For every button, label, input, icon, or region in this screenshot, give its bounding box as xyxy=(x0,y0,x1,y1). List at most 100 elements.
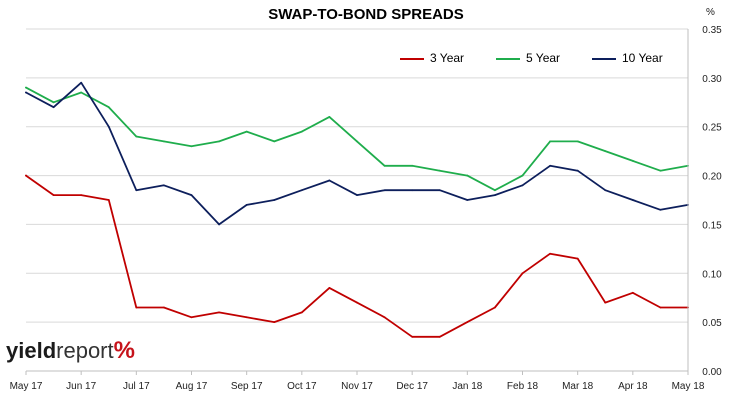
y-tick-label-0.25: 0.25 xyxy=(702,123,722,134)
gridlines xyxy=(26,28,688,323)
data-point-10-year xyxy=(273,199,276,201)
y-tick-label-0.10: 0.10 xyxy=(702,269,722,280)
x-tick-label-jun-17: Jun 17 xyxy=(66,381,96,392)
data-point-5-year xyxy=(25,86,27,89)
data-point-5-year xyxy=(659,169,662,172)
legend-swatch-5-year xyxy=(496,57,520,60)
data-point-10-year xyxy=(328,179,331,182)
data-point-3-year xyxy=(245,316,248,319)
data-point-5-year xyxy=(576,140,579,143)
data-point-10-year xyxy=(604,189,607,192)
data-point-3-year xyxy=(107,199,110,201)
x-tick-label-feb-18: Feb 18 xyxy=(507,381,539,392)
x-tick-label-dec-17: Dec 17 xyxy=(396,381,428,392)
data-point-5-year xyxy=(218,140,220,143)
data-point-3-year xyxy=(521,272,524,275)
data-point-3-year xyxy=(218,311,220,314)
data-point-3-year xyxy=(383,316,386,319)
data-point-5-year xyxy=(356,140,358,143)
y-axis-unit: % xyxy=(706,7,715,18)
y-tick-labels: 0.00 0.05 0.10 0.15 0.20 0.25 0.30 0.35 xyxy=(702,25,722,378)
data-point-3-year xyxy=(631,291,634,294)
legend-swatch-10-year xyxy=(592,57,616,60)
data-point-10-year xyxy=(631,199,634,201)
data-point-10-year xyxy=(218,223,220,226)
data-point-5-year xyxy=(245,130,248,133)
data-point-5-year xyxy=(438,169,441,172)
data-point-10-year xyxy=(80,81,83,84)
x-tick-label-may-18: May 18 xyxy=(672,381,705,392)
series-lines xyxy=(25,81,689,338)
data-point-10-year xyxy=(383,189,386,192)
data-point-3-year xyxy=(328,287,331,289)
data-point-3-year xyxy=(80,194,83,197)
data-point-5-year xyxy=(328,116,331,118)
data-point-10-year xyxy=(576,169,579,172)
data-point-3-year xyxy=(300,311,303,314)
data-point-10-year xyxy=(494,194,496,197)
y-tick-label-0.00: 0.00 xyxy=(702,367,722,378)
data-point-10-year xyxy=(25,91,27,94)
y-tick-label-0.15: 0.15 xyxy=(702,220,722,231)
data-point-5-year xyxy=(80,91,83,94)
x-tick-label-aug-17: Aug 17 xyxy=(176,381,208,392)
yieldreport-logo: yieldreport% xyxy=(6,339,135,363)
data-point-3-year xyxy=(135,306,138,309)
data-point-5-year xyxy=(383,164,386,167)
data-point-5-year xyxy=(190,145,193,148)
data-point-3-year xyxy=(576,257,579,260)
x-tick-label-nov-17: Nov 17 xyxy=(341,381,373,392)
data-point-3-year xyxy=(190,316,193,319)
data-point-3-year xyxy=(273,321,276,324)
legend-item-5-year: 5 Year xyxy=(496,51,560,65)
series-line-3-year xyxy=(25,174,689,338)
data-point-10-year xyxy=(107,125,110,128)
data-point-10-year xyxy=(300,189,303,192)
x-tick-label-apr-18: Apr 18 xyxy=(618,381,648,392)
data-point-3-year xyxy=(659,306,662,309)
data-point-10-year xyxy=(356,194,358,197)
legend-item-10-year: 10 Year xyxy=(592,51,663,65)
y-tick-label-0.30: 0.30 xyxy=(702,74,722,85)
y-tick-label-0.20: 0.20 xyxy=(702,172,722,183)
series-line-10-year xyxy=(25,81,689,226)
x-tick-label-jul-17: Jul 17 xyxy=(123,381,150,392)
data-point-10-year xyxy=(521,184,524,187)
legend-label-10-year: 10 Year xyxy=(622,51,663,65)
data-point-10-year xyxy=(411,189,414,192)
legend-label-5-year: 5 Year xyxy=(526,51,561,65)
logo-percent-icon: % xyxy=(113,337,135,364)
data-point-10-year xyxy=(466,199,469,201)
data-point-10-year xyxy=(438,189,441,192)
data-point-10-year xyxy=(135,189,138,192)
data-point-5-year xyxy=(494,189,496,192)
data-point-10-year xyxy=(190,194,193,197)
series-line-5-year xyxy=(25,86,689,192)
data-point-3-year xyxy=(466,321,469,324)
chart-title: SWAP-TO-BOND SPREADS xyxy=(268,6,464,23)
data-point-3-year xyxy=(411,335,414,338)
legend-swatch-3-year xyxy=(400,57,424,60)
y-tick-label-0.35: 0.35 xyxy=(702,25,722,36)
x-tick-label-may-17: May 17 xyxy=(10,381,43,392)
data-point-10-year xyxy=(163,184,165,187)
data-point-3-year xyxy=(438,335,441,338)
legend-item-3-year: 3 Year xyxy=(400,51,464,65)
data-point-5-year xyxy=(52,101,55,104)
legend-label-3-year: 3 Year xyxy=(430,51,465,65)
data-point-3-year xyxy=(25,174,27,177)
data-point-3-year xyxy=(549,252,551,255)
data-point-3-year xyxy=(604,301,607,304)
logo-word-yield: yield xyxy=(6,338,57,363)
x-tick-label-sep-17: Sep 17 xyxy=(231,381,263,392)
data-point-3-year xyxy=(52,194,55,197)
data-point-5-year xyxy=(300,130,303,133)
data-point-5-year xyxy=(466,174,469,177)
data-point-5-year xyxy=(135,135,138,138)
data-point-5-year xyxy=(411,164,414,167)
data-point-5-year xyxy=(273,140,276,143)
x-tick-label-mar-18: Mar 18 xyxy=(562,381,594,392)
y-tick-label-0.05: 0.05 xyxy=(702,318,722,329)
data-point-3-year xyxy=(494,306,496,309)
